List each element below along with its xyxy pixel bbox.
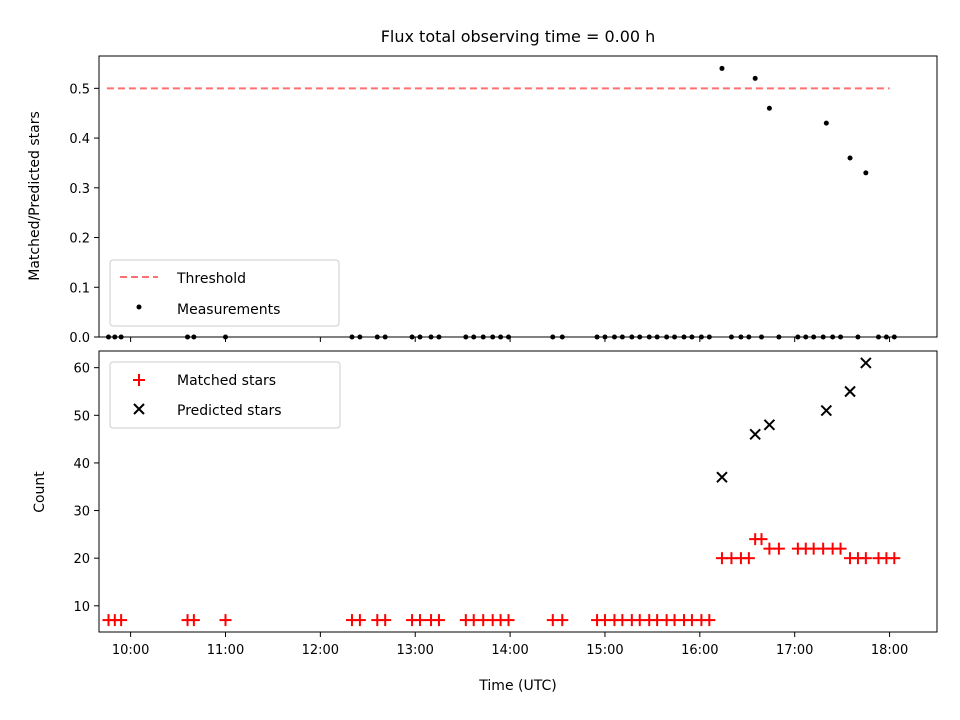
- bottom-y-tick-label: 30: [73, 505, 90, 520]
- chart-title: Flux total observing time = 0.00 h: [381, 27, 656, 46]
- legend-predicted-swatch: [133, 403, 145, 415]
- bottom-y-tick-label: 60: [73, 362, 90, 377]
- x-tick-label: 12:00: [302, 643, 339, 658]
- matched-star-point: [556, 614, 569, 627]
- predicted-star-point: [844, 385, 856, 398]
- legend-measurements-label: Measurements: [177, 302, 280, 318]
- bottom-y-axis-label: Count: [32, 471, 48, 513]
- predicted-star-point: [749, 428, 761, 441]
- bottom-y-tick-label: 40: [73, 457, 90, 472]
- top-y-tick-label: 0.5: [69, 82, 90, 97]
- legend-threshold-label: Threshold: [176, 271, 246, 287]
- predicted-star-point: [820, 404, 833, 417]
- matched-star-point: [834, 542, 847, 555]
- bottom-y-tick-label: 20: [73, 552, 90, 567]
- legend-predicted-label: Predicted stars: [177, 403, 282, 419]
- bottom-panel: 10 20 30 40 50 60 10:00 11:00 12:00 13:00 14:00 15…: [32, 350, 938, 694]
- matched-star-point: [772, 542, 785, 555]
- matched-star-point: [353, 614, 366, 627]
- matched-star-point: [379, 614, 392, 627]
- x-tick-label: 16:00: [681, 643, 718, 658]
- x-tick-label: 17:00: [776, 643, 813, 658]
- top-y-tick-label: 0.1: [69, 281, 90, 296]
- matched-star-point: [742, 552, 755, 565]
- measurement-point: [766, 105, 772, 111]
- top-y-tick-label: 0.3: [69, 182, 90, 197]
- bottom-plot-frame: [98, 350, 938, 633]
- top-y-tick-label: 0.2: [69, 232, 90, 247]
- bottom-y-tick-label: 50: [73, 409, 90, 424]
- bottom-y-tick-label: 10: [73, 600, 90, 615]
- matched-star-point: [502, 614, 515, 627]
- matched-star-point: [413, 614, 426, 627]
- x-tick-label: 14:00: [491, 643, 528, 658]
- matched-stars-series: [102, 533, 901, 627]
- matched-star-point: [755, 533, 768, 546]
- x-tick-label: 15:00: [586, 643, 623, 658]
- top-x-axis: [130, 337, 891, 342]
- x-tick-label: 13:00: [396, 643, 433, 658]
- x-tick-label: 10:00: [112, 643, 149, 658]
- legend-matched-swatch: [133, 374, 145, 386]
- matched-star-point: [432, 614, 445, 627]
- bottom-legend-box: [109, 361, 341, 429]
- top-legend: Threshold Measurements: [109, 259, 340, 327]
- bottom-legend: Matched stars Predicted stars: [109, 361, 341, 429]
- measurement-point: [863, 170, 869, 176]
- predicted-star-point: [860, 357, 872, 369]
- top-y-tick-label: 0.4: [69, 132, 90, 147]
- measurement-point: [823, 120, 829, 126]
- x-tick-label: 11:00: [207, 643, 244, 658]
- measurement-point: [719, 65, 725, 71]
- bottom-x-axis: 10:00 11:00 12:00 13:00 14:00 15:00 16:00 17:00…: [112, 632, 908, 658]
- x-tick-label: 18:00: [871, 643, 908, 658]
- top-y-axis-label: Matched/Predicted stars: [27, 111, 43, 281]
- top-y-axis: 0.0 0.1 0.2 0.3 0.4 0.5: [69, 82, 99, 346]
- predicted-stars-series: [716, 357, 872, 483]
- measurement-point: [752, 75, 758, 81]
- legend-measurements-swatch: [136, 304, 142, 310]
- predicted-star-point: [716, 471, 728, 483]
- matched-star-point: [115, 614, 128, 627]
- matched-star-point: [703, 614, 716, 627]
- measurement-point: [847, 155, 853, 161]
- x-axis-label: Time (UTC): [478, 678, 556, 694]
- matched-star-point: [888, 552, 901, 565]
- bottom-y-axis: 10 20 30 40 50 60: [73, 362, 99, 615]
- matched-star-point: [219, 614, 232, 627]
- matched-star-point: [187, 614, 200, 627]
- legend-matched-label: Matched stars: [177, 373, 276, 389]
- top-y-tick-label: 0.0: [69, 331, 90, 346]
- top-legend-box: [109, 259, 340, 327]
- predicted-star-point: [763, 419, 776, 431]
- top-panel: Flux total observing time = 0.00 h 0.00.…: [27, 27, 938, 346]
- top-plot-frame: [98, 55, 938, 338]
- matched-star-point: [859, 552, 872, 565]
